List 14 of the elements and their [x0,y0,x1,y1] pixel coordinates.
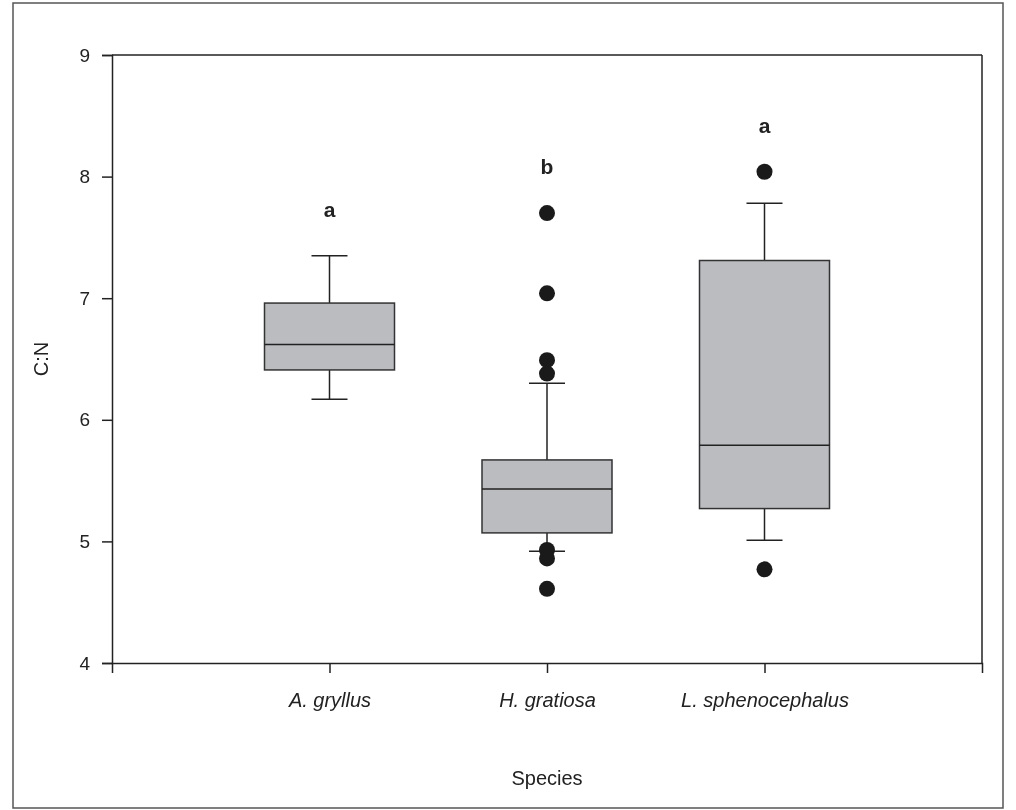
annotation: a [758,114,771,138]
y-tick-label: 9 [79,44,90,66]
x-tick-label: L. sphenocephalus [681,689,849,712]
annotation: b [540,155,554,179]
x-tick-label: A. gryllus [287,689,372,712]
x-tick-label: H. gratiosa [499,689,596,712]
y-tick-label: 6 [79,409,90,431]
annotation: a [323,197,336,221]
y-axis-title: C:N [30,341,52,377]
y-tick-label: 7 [79,287,90,309]
y-tick-label: 5 [79,530,90,552]
y-tick-label: 8 [79,166,90,188]
y-tick-label: 4 [79,652,91,674]
x-axis-title: Species [511,767,583,789]
